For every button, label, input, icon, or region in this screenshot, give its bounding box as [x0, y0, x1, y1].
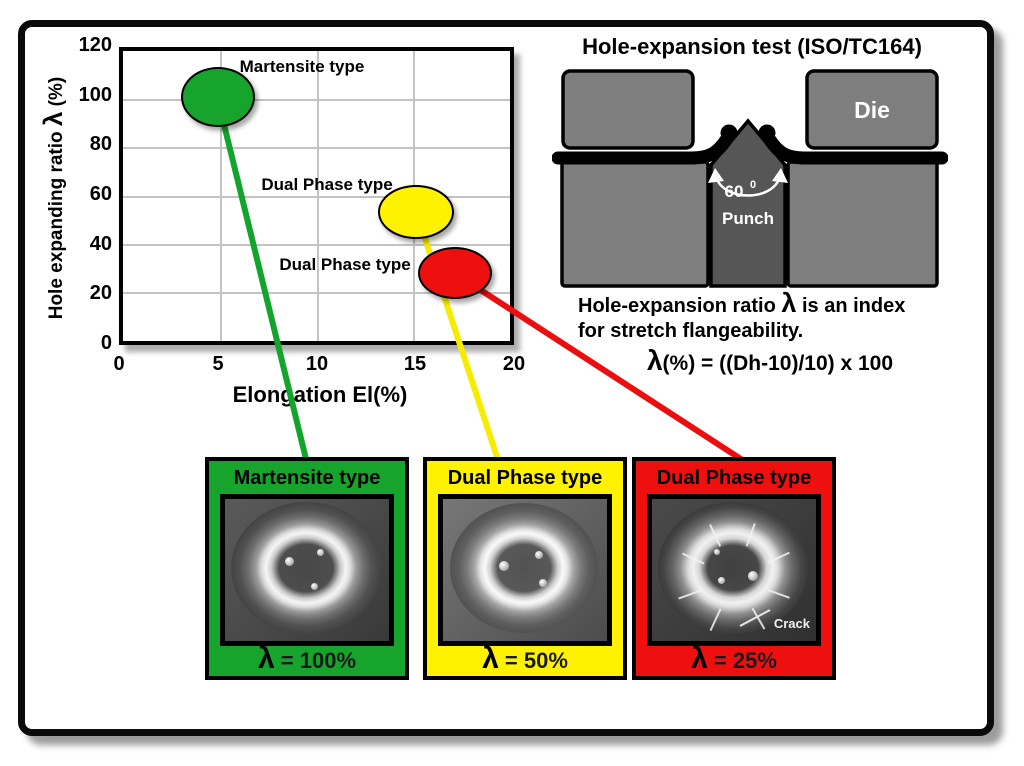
specimen-photo-dualphase-50: [438, 494, 612, 646]
die-block-upper-left: [561, 69, 695, 150]
sheet-left: [552, 133, 733, 165]
diagram-title: Hole-expansion test (ISO/TC164): [582, 34, 922, 59]
angle-superscript: 0: [750, 179, 756, 191]
y-axis-label: Hole expanding ratio λ (%): [38, 76, 68, 320]
gridline-v-10: [316, 51, 319, 341]
specimen-photo-dualphase-25: Crack: [647, 494, 821, 646]
lambda-glyph: λ: [38, 111, 68, 127]
die-label: Die: [854, 97, 890, 123]
dot: [317, 549, 324, 556]
dot: [499, 561, 509, 571]
dot: [285, 557, 294, 566]
sheet-right: [763, 133, 948, 165]
panel-title: Dual Phase type: [656, 467, 812, 489]
sheet-curl-right: [758, 124, 776, 142]
point-label-martensite: Martensite type: [239, 57, 365, 76]
dot: [535, 551, 543, 559]
lambda-glyph: λ: [781, 288, 797, 318]
x-tick-15: 15: [403, 353, 427, 375]
punch-label: Punch: [722, 209, 774, 228]
panel-dualphase-50: Dual Phase type λ = 50%: [423, 457, 627, 680]
y-tick-20: 20: [89, 282, 112, 304]
x-tick-5: 5: [212, 353, 224, 375]
panel-dualphase-25: Dual Phase type Crack λ = 25%: [632, 457, 836, 680]
lambda-glyph: λ: [646, 345, 663, 376]
dot: [539, 579, 547, 587]
lambda-value-label: λ = 50%: [482, 642, 568, 675]
panel-title: Martensite type: [233, 467, 381, 489]
dot: [718, 577, 725, 584]
panel-martensite: Martensite type λ = 100%: [205, 457, 409, 680]
specimen-ring: [450, 503, 598, 633]
diagram-caption: Hole-expansion ratio λ is an index for s…: [578, 288, 906, 343]
lambda-formula: λ(%) = ((Dh-10)/10) x 100: [646, 345, 894, 376]
lambda-value-label: λ = 25%: [691, 642, 777, 675]
angle-arc: [714, 175, 782, 197]
x-tick-20: 20: [502, 353, 526, 375]
crack-label: Crack: [773, 616, 810, 631]
dot: [748, 571, 758, 581]
y-tick-0: 0: [100, 332, 112, 354]
y-tick-100: 100: [78, 84, 112, 106]
specimen-ring: [658, 502, 808, 634]
lambda-value-label: λ = 100%: [257, 642, 357, 675]
die-block-lower-right: [786, 160, 939, 288]
y-tick-40: 40: [89, 233, 112, 255]
arc-arrowhead-right: [772, 168, 788, 183]
x-tick-0: 0: [113, 353, 125, 375]
caption-line2: for stretch flangeability.: [578, 320, 804, 342]
point-dualphase-red: [418, 247, 492, 299]
x-tick-10: 10: [305, 353, 329, 375]
sheet-curl-left: [720, 124, 738, 142]
specimen-photo-martensite: [220, 494, 394, 646]
die-block-lower-left: [560, 160, 710, 288]
panel-title: Dual Phase type: [447, 467, 603, 489]
die-block-upper-right: [805, 69, 939, 150]
x-axis-label: Elongation El(%): [232, 382, 408, 407]
point-label-dualphase-red: Dual Phase type: [279, 255, 411, 274]
hole-expansion-diagram: 60 0 Punch Die: [552, 69, 948, 288]
angle-label: 60: [725, 182, 744, 201]
y-tick-80: 80: [89, 133, 112, 155]
arc-arrowhead-left: [708, 168, 724, 183]
point-label-dualphase-yellow: Dual Phase type: [261, 175, 393, 194]
specimen-ring: [231, 502, 381, 634]
plot-area: [119, 47, 514, 345]
y-tick-120: 120: [78, 34, 112, 56]
dot: [714, 549, 720, 555]
dot: [311, 583, 318, 590]
y-tick-60: 60: [89, 183, 112, 205]
